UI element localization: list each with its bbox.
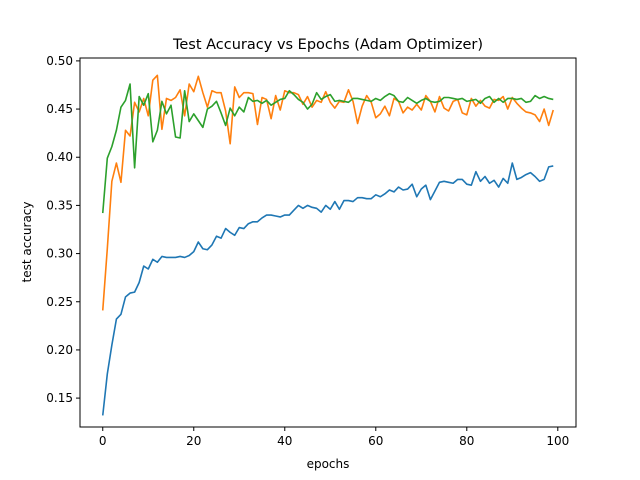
series-line-3 [101,83,554,214]
x-tick-label: 40 [277,434,292,448]
x-tick-label: 0 [99,434,107,448]
y-tick-label: 0.30 [46,247,73,261]
y-tick-label: 0.20 [46,343,73,357]
series-layer [101,74,555,416]
x-tick-label: 80 [459,434,474,448]
x-axis-label: epochs [307,457,350,471]
chart-title: Test Accuracy vs Epochs (Adam Optimizer) [172,37,483,53]
y-tick-label: 0.35 [46,198,73,212]
y-tick-label: 0.50 [46,54,73,68]
y-tick-label: 0.25 [46,295,73,309]
series-line-2 [101,74,555,311]
series-line-1 [101,162,554,416]
x-tick-label: 60 [368,434,383,448]
x-tick-label: 100 [546,434,569,448]
x-tick-label: 20 [186,434,201,448]
y-tick-label: 0.15 [46,391,73,405]
y-tick-label: 0.40 [46,150,73,164]
y-axis-ticks: 0.15 0.20 0.25 0.30 0.35 0.40 0.45 0.50 [46,54,80,405]
y-tick-label: 0.45 [46,102,73,116]
y-axis-label: test accuracy [20,202,34,283]
plot-frame [79,57,577,428]
x-axis-ticks: 0 20 40 60 80 100 [99,427,569,448]
